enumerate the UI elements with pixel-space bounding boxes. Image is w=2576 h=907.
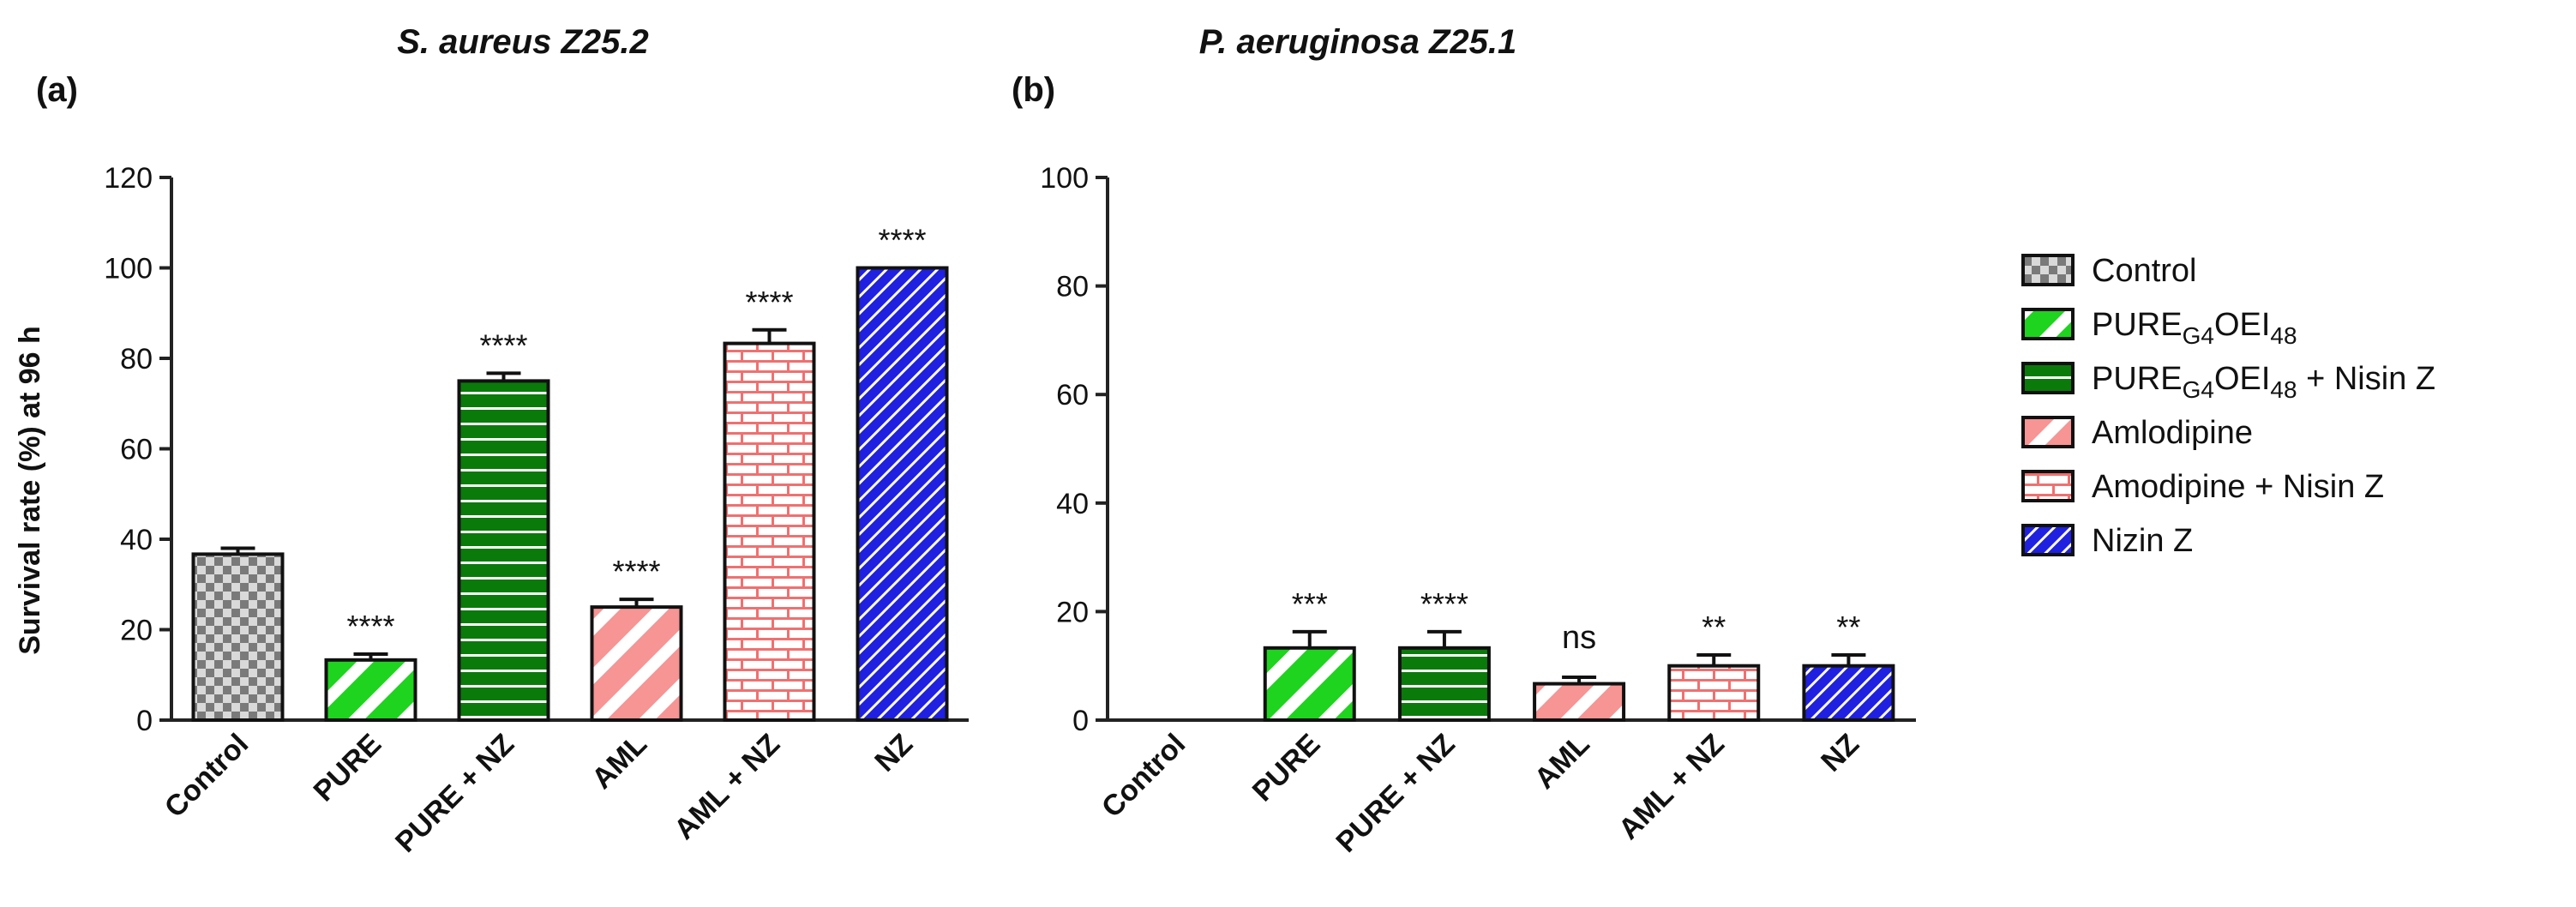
- legend-label: Amlodipine: [2092, 415, 2253, 451]
- y-tick-label: 0: [1072, 705, 1089, 737]
- significance-label: ***: [1292, 586, 1328, 622]
- legend-swatch: [2021, 470, 2075, 502]
- x-tick-label: PURE: [307, 728, 387, 808]
- y-tick-label: 20: [120, 615, 153, 647]
- panel-b-title: P. aeruginosa Z25.1: [1199, 23, 1517, 61]
- legend-item-pure_nz: PUREG4OEI48 + Nisin Z: [2021, 361, 2435, 403]
- significance-label: ****: [1420, 586, 1468, 622]
- significance-label: ****: [346, 609, 394, 644]
- panel-a: S. aureus Z25.2 (a) Survival rate (%) at…: [14, 23, 969, 859]
- bar-aml: [590, 605, 683, 722]
- x-tick-label: NZ: [1815, 728, 1865, 778]
- legend-label: Amodipine + Nisin Z: [2092, 469, 2384, 505]
- panel-a-axes: 0 20 40 60 80 100 120: [104, 162, 969, 737]
- bar-pure_nz: [457, 379, 550, 722]
- bar-nz: [856, 266, 949, 722]
- bar-aml_nz: [1667, 664, 1761, 723]
- bar-pure_nz: [1397, 646, 1491, 722]
- legend-swatch: [2021, 254, 2075, 286]
- bar-aml_nz: [723, 341, 816, 722]
- x-tick-label: Control: [159, 728, 255, 824]
- panel-b-axes: 0 20 40 60 80 100: [1040, 162, 1916, 737]
- panel-b-bars: Control *** PURE **** PURE + NZ ns AML ** AML + …: [1096, 586, 1895, 859]
- y-tick-label: 80: [1056, 271, 1089, 303]
- legend-swatch: [2021, 308, 2075, 340]
- legend-swatch: [2021, 416, 2075, 448]
- y-tick-label: 100: [104, 253, 153, 285]
- legend-item-pure: PUREG4OEI48: [2021, 307, 2297, 349]
- x-tick-label: Control: [1096, 728, 1192, 824]
- significance-label: ****: [612, 554, 660, 589]
- y-tick-label: 60: [120, 434, 153, 466]
- y-tick-label: 0: [136, 705, 153, 737]
- legend-item-nz: Nizin Z: [2021, 523, 2193, 559]
- legend-label: Nizin Z: [2092, 523, 2193, 559]
- significance-label: ****: [479, 327, 527, 363]
- x-tick-label: NZ: [868, 728, 919, 778]
- y-tick-label: 40: [120, 524, 153, 556]
- legend: Control PUREG4OEI48 PUREG4OEI48 + Nisin Z A…: [2021, 253, 2435, 559]
- y-tick-label: 60: [1056, 379, 1089, 411]
- y-tick-label: 40: [1056, 488, 1089, 520]
- legend-swatch: [2021, 362, 2075, 394]
- legend-item-aml_nz: Amodipine + Nisin Z: [2021, 469, 2384, 505]
- significance-label: **: [1702, 610, 1726, 645]
- bar-pure: [324, 658, 417, 723]
- legend-item-control: Control: [2021, 253, 2197, 289]
- x-tick-label: AML: [585, 728, 653, 796]
- x-tick-label: AML + NZ: [668, 728, 786, 846]
- x-tick-label: AML: [1528, 728, 1596, 796]
- x-tick-label: PURE: [1246, 728, 1327, 808]
- legend-swatch: [2021, 524, 2075, 556]
- legend-label: PUREG4OEI48: [2092, 307, 2297, 349]
- y-tick-label: 20: [1056, 596, 1089, 628]
- y-tick-label: 100: [1040, 162, 1089, 195]
- legend-label: PUREG4OEI48 + Nisin Z: [2092, 361, 2435, 403]
- x-tick-label: PURE + NZ: [1330, 728, 1461, 859]
- panel-a-bars: Control **** PURE **** PURE + NZ **** AML **** A…: [159, 223, 949, 859]
- bar-aml: [1533, 682, 1626, 722]
- y-tick-label: 80: [120, 343, 153, 375]
- x-tick-label: AML + NZ: [1612, 728, 1731, 846]
- x-tick-label: PURE + NZ: [389, 728, 520, 859]
- significance-label: ****: [745, 285, 793, 320]
- significance-label: **: [1836, 610, 1860, 645]
- bar-pure: [1263, 646, 1356, 722]
- panel-a-title: S. aureus Z25.2: [397, 23, 648, 61]
- panel-a-ylabel: Survival rate (%) at 96 h: [14, 326, 46, 655]
- significance-label: ****: [878, 223, 926, 258]
- panel-a-label: (a): [36, 71, 78, 109]
- panel-b: P. aeruginosa Z25.1 (b) 0 20 40 60 80 100 Con…: [1012, 23, 1916, 859]
- panel-b-label: (b): [1012, 71, 1055, 109]
- significance-label: ns: [1562, 620, 1596, 656]
- legend-item-aml: Amlodipine: [2021, 415, 2253, 451]
- bar-nz: [1802, 664, 1895, 723]
- bar-control: [191, 552, 285, 722]
- y-tick-label: 120: [104, 162, 153, 195]
- legend-label: Control: [2092, 253, 2197, 289]
